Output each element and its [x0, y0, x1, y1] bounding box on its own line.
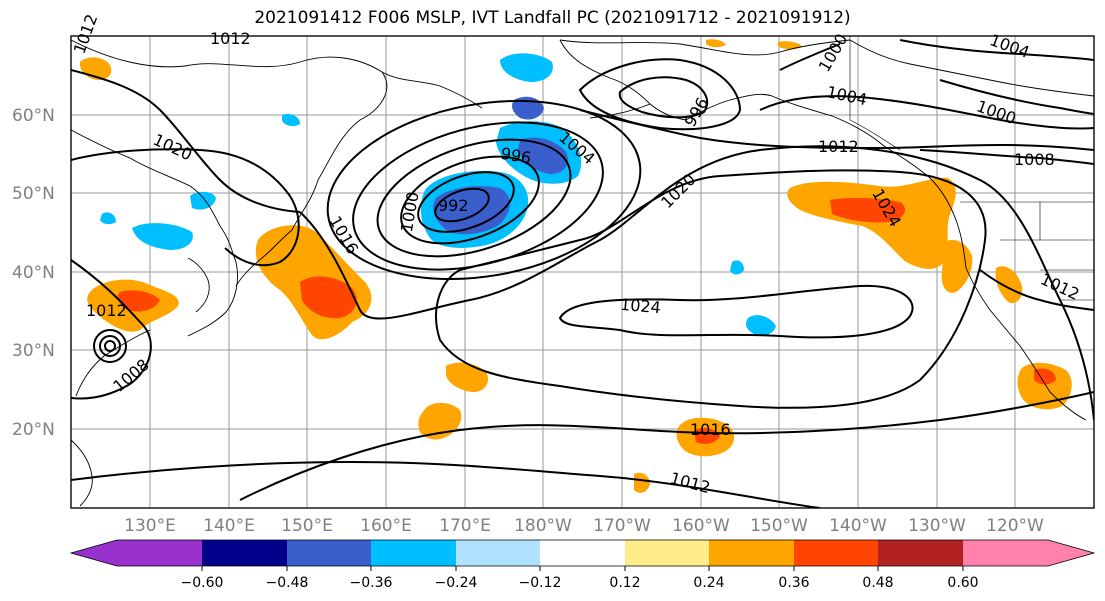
lon-label: 150°W — [750, 516, 808, 536]
colorbar-tick-label: −0.48 — [266, 575, 309, 591]
colorbar-segment — [794, 540, 878, 566]
isobar-label: 1008 — [1014, 150, 1055, 169]
colorbar-outline — [69, 539, 1096, 567]
colorbar-extend-high — [1048, 540, 1094, 566]
colorbar-tick-label: −0.36 — [350, 575, 393, 591]
lon-label: 170°E — [439, 516, 491, 536]
colorbar-segment — [287, 540, 371, 566]
isobar-label: 1024 — [619, 295, 661, 317]
isobar-label: 1016 — [690, 420, 731, 439]
lon-label: 160°W — [672, 516, 730, 536]
lat-label: 60°N — [12, 106, 55, 126]
lon-label: 140°E — [203, 516, 255, 536]
isobar-label: 1012 — [86, 301, 127, 320]
lon-label: 180°W — [514, 516, 572, 536]
colorbar-tick-label: 0.12 — [609, 575, 640, 591]
isobar-label: 1012 — [210, 29, 251, 48]
colorbar-segment — [456, 540, 540, 566]
lon-label: 130°W — [908, 516, 966, 536]
map-border — [70, 35, 1095, 509]
colorbar-segment — [540, 540, 625, 566]
longitude-labels: 130°E 140°E 150°E 160°E 170°E 180°W 170°… — [124, 516, 1044, 536]
colorbar-segment — [963, 540, 1048, 566]
colorbar-segment — [117, 540, 202, 566]
colorbar-segment — [202, 540, 287, 566]
map-title: 2021091412 F006 MSLP, IVT Landfall PC (2… — [254, 8, 851, 28]
lat-label: 20°N — [12, 420, 55, 440]
isobar-label: 992 — [438, 196, 469, 215]
lat-label: 40°N — [12, 263, 55, 283]
latitude-labels: 60°N 50°N 40°N 30°N 20°N — [12, 106, 55, 440]
isobar-label: 1012 — [818, 137, 859, 156]
coastlines — [71, 39, 1094, 507]
colorbar-tick-label: −0.60 — [181, 575, 224, 591]
colorbar-segment — [878, 540, 963, 566]
lon-label: 170°W — [593, 516, 651, 536]
lat-label: 30°N — [12, 341, 55, 361]
colorbar-tick-label: −0.12 — [519, 575, 562, 591]
colorbar-extend-low — [71, 540, 117, 566]
colorbar-tick-label: −0.24 — [435, 575, 478, 591]
colorbar: −0.60 −0.48 −0.36 −0.24 −0.12 0.12 0.24 … — [69, 539, 1096, 591]
lon-label: 120°W — [986, 516, 1044, 536]
colorbar-tick-label: 0.24 — [693, 575, 724, 591]
lat-label: 50°N — [12, 184, 55, 204]
colorbar-tick-label: 0.60 — [947, 575, 978, 591]
lon-label: 160°E — [360, 516, 412, 536]
colorbar-segment — [625, 540, 709, 566]
colorbar-segment — [709, 540, 794, 566]
colorbar-tick-label: 0.36 — [778, 575, 809, 591]
lon-label: 130°E — [124, 516, 176, 536]
lon-label: 140°W — [829, 516, 887, 536]
colorbar-tick-label: 0.48 — [862, 575, 893, 591]
colorbar-segment — [371, 540, 456, 566]
isobars — [71, 39, 1094, 508]
lon-label: 150°E — [281, 516, 333, 536]
colorbar-ticks — [201, 566, 964, 571]
